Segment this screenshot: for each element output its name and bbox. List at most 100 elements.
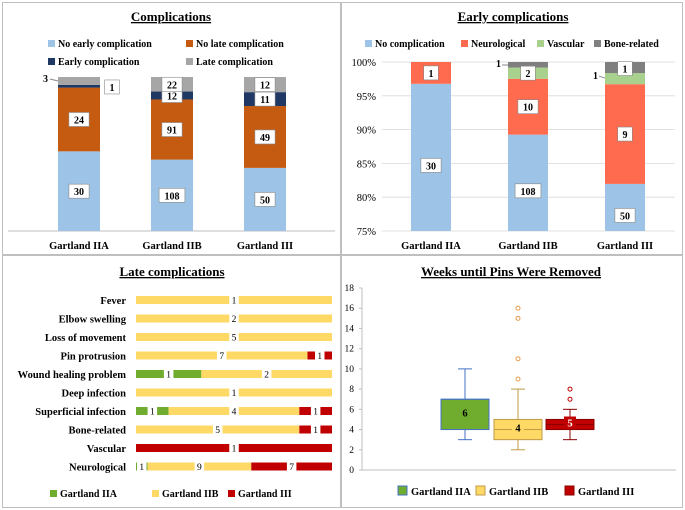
chart1-legend-2-swatch (48, 58, 55, 65)
chart3-ytick-4: Wound healing problem (18, 370, 127, 381)
chart2-legend-1-label: Neurological (471, 39, 525, 50)
chart3-label-4-1: 2 (264, 371, 269, 381)
chart3-legend-0-swatch (50, 490, 57, 497)
chart1-xtick-0: Gartland IIA (49, 241, 109, 252)
chart2-legend-2-label: Vascular (547, 39, 585, 50)
chart2-label-2-3-box (617, 61, 633, 76)
chart2-label-2-2: 1 (593, 71, 598, 82)
chart4-ytick-0: 0 (349, 466, 354, 476)
chart4-label-2: 5 (567, 419, 572, 430)
chart3-legend-2-label: Gartland III (238, 489, 292, 500)
panel-late-complications (2, 255, 341, 508)
chart3-label-bg-4-0 (163, 368, 174, 380)
chart4-outlier-2-1 (567, 386, 573, 392)
chart3-label-9-2: 7 (289, 463, 294, 473)
chart1-label-1-3: 22 (167, 80, 177, 91)
chart3-ytick-7: Bone-related (68, 426, 126, 437)
chart1-label-0-2: 1 (110, 83, 115, 94)
chart3-ytick-6: Superficial infection (35, 407, 126, 418)
chart3-title: Late complications (119, 264, 224, 279)
chart3-ytick-8: Vascular (87, 444, 127, 455)
chart2-ytick-2: 85% (357, 159, 377, 170)
chart3-label-9-0: 1 (139, 463, 144, 473)
chart3-label-bg-4-1 (261, 368, 272, 380)
chart4-ytick-4: 8 (349, 385, 354, 395)
chart2-label-2-0: 50 (620, 211, 630, 222)
chart1-xtick-1: Gartland IIB (142, 241, 201, 252)
chart3-label-6-2: 1 (313, 408, 318, 418)
chart2-label-1-1: 10 (523, 103, 533, 114)
chart2-xtick-2: Gartland III (597, 241, 653, 252)
chart4-outlier-1-0 (515, 376, 521, 382)
chart1-label-0-3: 3 (43, 74, 48, 85)
chart2-ytick-5: 100% (352, 58, 377, 69)
chart2-label-0-1-box (423, 65, 439, 81)
chart4-label-0: 6 (462, 408, 467, 419)
chart3-label-4-0: 1 (166, 371, 171, 381)
chart1-label-2-2-box (254, 91, 276, 107)
chart1-label-2-3: 12 (260, 81, 270, 92)
chart2-label-0-0: 30 (426, 161, 436, 172)
chart1-legend-1-swatch (186, 40, 193, 47)
chart1-label-2-1-box (254, 129, 276, 145)
chart3-label-7-2: 1 (313, 426, 318, 436)
chart3-label-6-0: 1 (150, 408, 155, 418)
chart3-legend-2-swatch (228, 490, 235, 497)
panel-complications (2, 2, 341, 255)
chart4-ytick-6: 12 (345, 345, 355, 355)
chart4-ytick-3: 6 (349, 405, 354, 415)
chart1-label-1-0: 108 (165, 191, 180, 202)
chart2-leader-2-2 (598, 75, 606, 79)
chart2-label-2-0-box (614, 208, 636, 223)
chart2-label-2-1-box (617, 126, 633, 142)
chart3-label-1-1: 2 (232, 315, 237, 325)
chart1-label-1-1-box (161, 122, 183, 137)
chart3-ytick-9: Neurological (69, 463, 126, 474)
chart1-legend-1-label: No late complication (196, 39, 284, 50)
chart4-label-1: 4 (515, 424, 521, 435)
chart2-label-0-1: 1 (429, 69, 434, 80)
chart2-legend-1-swatch (461, 40, 468, 47)
chart2-label-2-1: 9 (623, 130, 628, 141)
chart1-label-0-1: 24 (74, 115, 84, 126)
chart2-bar-1-3 (508, 62, 548, 68)
chart1-legend-0-label: No early complication (58, 39, 152, 50)
chart4-ytick-5: 10 (345, 365, 355, 375)
chart1-legend-0-swatch (48, 40, 55, 47)
chart1-label-1-3-box (161, 76, 183, 92)
chart2-label-1-3: 1 (496, 59, 501, 70)
chart3-label-bg-3-2 (315, 350, 325, 361)
chart3-label-3-1: 7 (219, 352, 224, 362)
chart4-legend-swatch-1 (475, 485, 486, 496)
chart4-ytick-2: 4 (349, 426, 354, 436)
chart2-label-0-0-box (420, 158, 442, 173)
chart4-ytick-8: 16 (345, 304, 355, 314)
chart2-xtick-1: Gartland IIB (498, 241, 557, 252)
chart2-ytick-4: 95% (357, 92, 377, 103)
chart1-legend-3-label: Late complication (196, 57, 273, 68)
chart1-xtick-2: Gartland III (237, 241, 293, 252)
chart2-legend-3-label: Bone-related (604, 39, 659, 50)
chart3-label-bg-9-2 (286, 461, 297, 472)
chart4-outlier-2-0 (567, 396, 573, 402)
chart2-ytick-3: 90% (357, 126, 377, 137)
panel-weeks-until-pins-removed (341, 255, 683, 508)
chart3-legend-1-swatch (152, 490, 159, 497)
chart1-leader-0-3 (49, 78, 59, 82)
chart3-label-bg-7-1 (212, 424, 223, 435)
chart3-label-2-1: 5 (232, 334, 237, 344)
chart3-ytick-0: Fever (100, 296, 126, 307)
chart2-legend-2-swatch (537, 40, 544, 47)
chart3-label-5-1: 1 (232, 389, 237, 399)
chart3-label-bg-5-1 (229, 387, 239, 398)
chart3-label-7-1: 5 (215, 426, 220, 436)
chart3-label-bg-7-2 (310, 424, 321, 435)
chart3-label-3-2: 1 (317, 352, 322, 362)
chart3-ytick-3: Pin protrusion (61, 352, 127, 363)
chart2-label-1-1-box (517, 99, 539, 114)
chart2-label-1-2: 2 (526, 69, 531, 80)
chart2-legend-0-swatch (365, 40, 372, 47)
chart4-outlier-1-3 (515, 305, 521, 311)
chart1-label-2-3-box (254, 77, 276, 92)
